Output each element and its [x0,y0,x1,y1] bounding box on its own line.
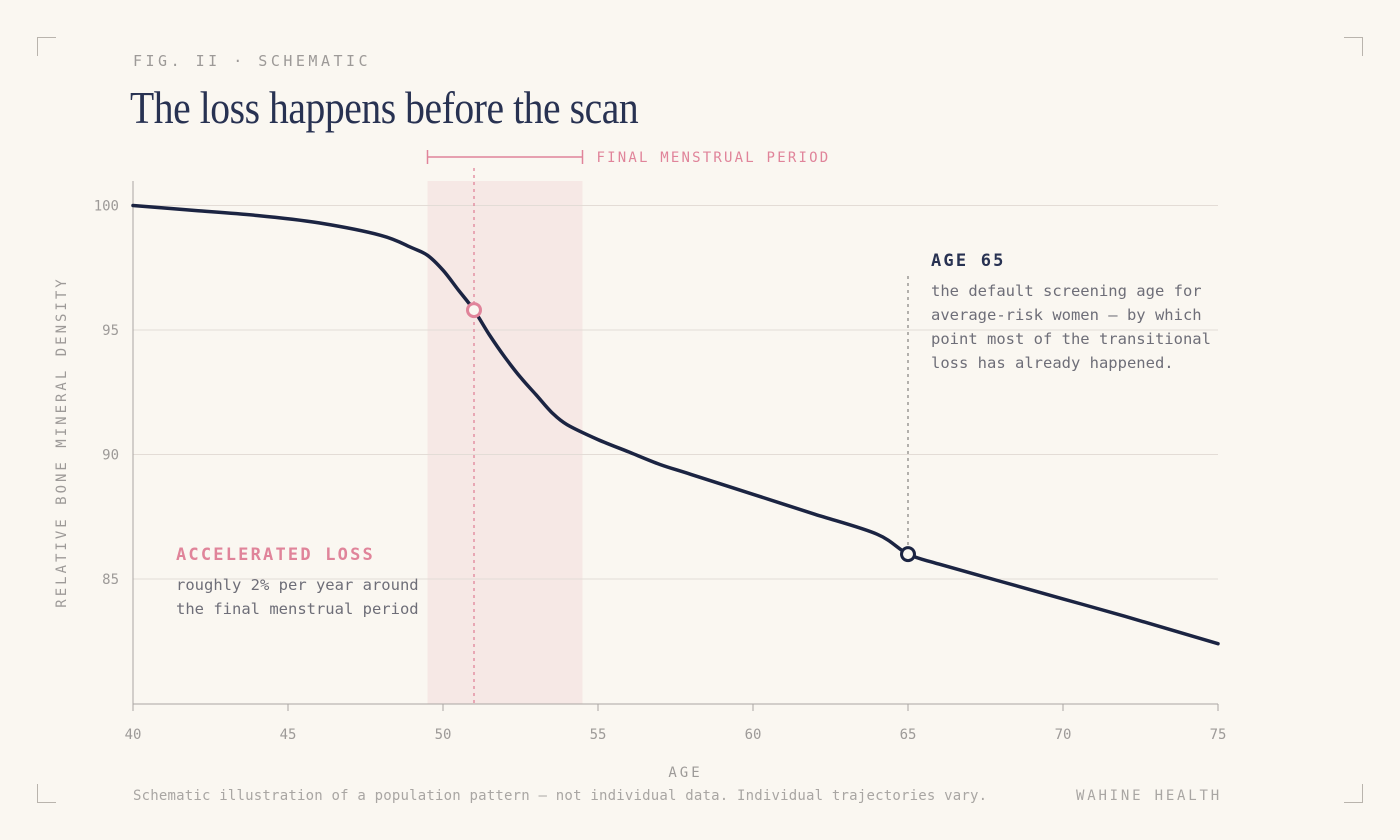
y-axis-label: RELATIVE BONE MINERAL DENSITY [54,276,70,607]
age65-marker [900,546,916,563]
corner-mark-bottom-left [37,784,56,803]
corner-mark-bottom-right [1344,784,1363,803]
y-tick-label: 90 [102,448,119,464]
x-tick-label: 40 [125,727,142,743]
age65-text: average-risk women — by which [931,306,1202,324]
accelerated-loss-text: the final menstrual period [176,600,419,618]
y-tick-label: 100 [94,199,119,215]
x-tick-label: 55 [590,727,607,743]
figure-kicker: FIG. II · SCHEMATIC [133,52,372,70]
x-tick-label: 75 [1210,727,1227,743]
age65-text: point most of the transitional [931,330,1211,348]
age65-text: loss has already happened. [931,354,1174,372]
corner-mark-top-left [37,37,56,56]
x-tick-label: 50 [435,727,452,743]
x-tick-label: 70 [1055,727,1072,743]
brand-label: WAHINE HEALTH [1076,788,1222,804]
x-tick-label: 60 [745,727,762,743]
age65-title: AGE 65 [931,251,1006,271]
chart-title: The loss happens before the scan [130,83,639,133]
y-tick-label: 85 [102,572,119,588]
bmd-curve [131,203,1220,646]
y-tick-label: 95 [102,323,119,339]
age65-text: the default screening age for [931,282,1202,300]
footer-note: Schematic illustration of a population p… [133,788,988,804]
x-tick-label: 45 [280,727,297,743]
fmp-label: FINAL MENSTRUAL PERIOD [597,150,831,166]
fmp-band [427,181,583,704]
x-tick-label: 65 [900,727,917,743]
x-axis-label: AGE [668,765,702,781]
accelerated-loss-title: ACCELERATED LOSS [176,545,375,565]
corner-mark-top-right [1344,37,1363,56]
fmp-marker [466,302,482,319]
accelerated-loss-text: roughly 2% per year around [176,576,419,594]
